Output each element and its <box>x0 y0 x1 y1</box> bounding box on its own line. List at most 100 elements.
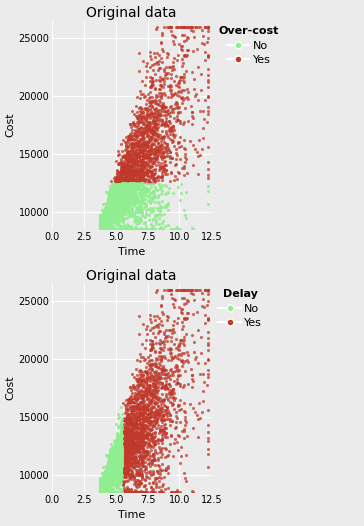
Point <box>106 450 112 459</box>
Point <box>179 336 185 344</box>
Point <box>133 397 139 406</box>
Point <box>113 190 119 199</box>
Point <box>132 422 138 431</box>
Point <box>135 207 141 215</box>
Point <box>159 225 165 234</box>
Point <box>115 187 121 195</box>
Point <box>143 325 149 333</box>
Point <box>131 120 136 128</box>
Point <box>125 433 131 442</box>
Point <box>128 212 134 220</box>
Point <box>132 401 138 410</box>
Point <box>129 161 135 169</box>
Point <box>121 427 127 436</box>
Point <box>157 149 162 157</box>
Point <box>141 356 146 365</box>
Point <box>109 202 115 210</box>
Point <box>124 187 130 195</box>
Point <box>141 176 146 184</box>
Point <box>112 440 118 448</box>
Point <box>106 209 112 217</box>
Point <box>139 395 145 403</box>
Point <box>110 485 115 493</box>
Point <box>104 468 110 477</box>
Point <box>135 183 141 191</box>
Point <box>107 469 113 478</box>
Point <box>115 446 120 454</box>
Point <box>111 452 117 460</box>
Point <box>141 422 146 431</box>
Point <box>119 183 125 191</box>
Point <box>137 454 143 463</box>
Point <box>117 170 123 179</box>
Point <box>104 475 110 483</box>
Point <box>120 473 126 482</box>
Point <box>129 132 135 140</box>
Point <box>98 223 103 231</box>
Point <box>143 427 149 436</box>
Point <box>177 73 182 81</box>
Point <box>120 469 126 478</box>
Point <box>116 195 122 204</box>
Point <box>135 140 141 148</box>
Point <box>128 430 134 438</box>
Point <box>123 188 128 196</box>
Point <box>174 175 180 183</box>
Point <box>153 366 159 375</box>
Point <box>205 64 210 73</box>
Point <box>98 222 103 231</box>
Point <box>124 438 130 447</box>
Point <box>205 34 210 42</box>
Title: Original data: Original data <box>86 6 177 19</box>
Point <box>110 448 115 456</box>
Point <box>158 405 164 413</box>
Point <box>110 477 115 485</box>
Point <box>132 129 138 137</box>
Point <box>116 196 122 204</box>
Point <box>119 158 125 167</box>
Point <box>131 436 136 444</box>
Point <box>132 453 138 461</box>
Point <box>155 371 161 379</box>
Point <box>101 220 107 229</box>
Point <box>180 286 186 295</box>
Point <box>164 130 170 139</box>
Point <box>165 221 171 230</box>
Point <box>98 481 104 489</box>
Point <box>145 170 150 178</box>
Point <box>119 439 125 447</box>
Point <box>139 473 145 481</box>
Point <box>151 399 157 407</box>
Point <box>142 105 148 114</box>
Point <box>123 197 128 206</box>
Point <box>104 200 110 209</box>
Point <box>138 135 144 144</box>
Point <box>120 175 126 184</box>
Point <box>136 128 142 136</box>
Point <box>161 132 167 140</box>
Point <box>205 285 210 294</box>
Point <box>109 461 115 470</box>
Point <box>112 474 118 482</box>
Point <box>116 188 122 197</box>
Point <box>110 458 115 467</box>
Point <box>120 198 126 207</box>
Point <box>147 311 153 319</box>
Point <box>137 402 143 411</box>
Point <box>118 196 124 205</box>
Point <box>154 112 159 120</box>
Point <box>155 456 161 464</box>
Point <box>119 458 125 466</box>
Point <box>148 219 154 228</box>
Point <box>117 478 123 486</box>
Point <box>133 439 139 448</box>
Point <box>170 136 175 144</box>
Point <box>141 452 146 460</box>
Point <box>116 413 122 421</box>
Point <box>120 429 126 438</box>
Point <box>117 196 123 204</box>
Point <box>128 170 134 178</box>
Point <box>151 409 157 417</box>
Point <box>124 483 130 491</box>
Point <box>146 124 152 133</box>
